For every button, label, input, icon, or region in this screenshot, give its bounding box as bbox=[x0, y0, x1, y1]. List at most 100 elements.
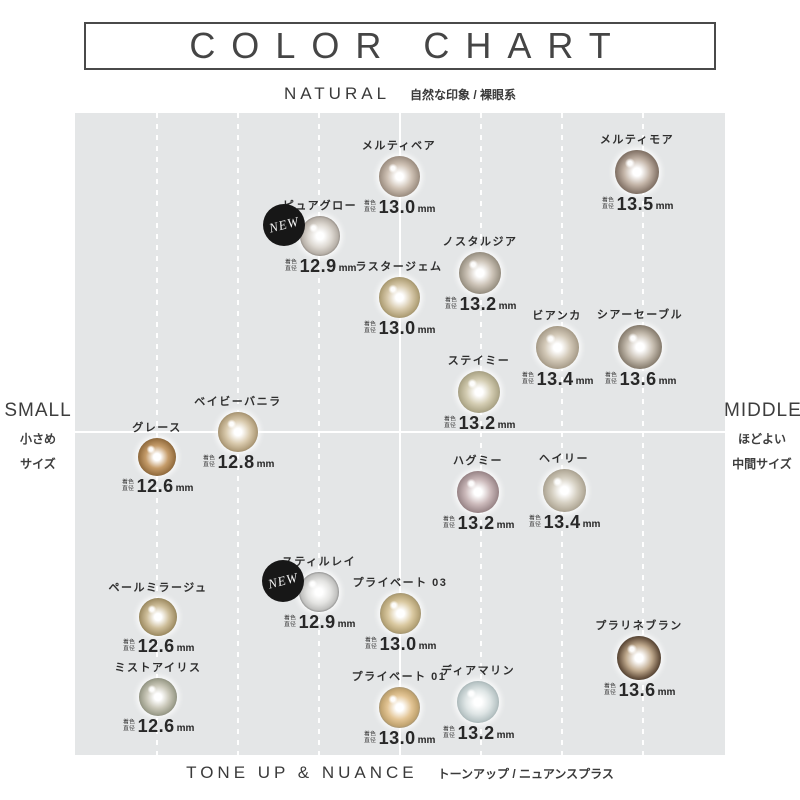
dia-unit: mm bbox=[498, 301, 517, 312]
dia-prefix-line1: 着色 bbox=[604, 372, 617, 379]
dia-prefix-line1: 着色 bbox=[603, 683, 616, 690]
lens-diameter: 着色 直径 13.2 mm bbox=[409, 414, 549, 432]
grid-line-center-horizontal bbox=[75, 431, 725, 433]
dia-prefix-line2: 直径 bbox=[521, 378, 534, 384]
dia-prefix-line1: 着色 bbox=[601, 197, 614, 204]
dia-unit: mm bbox=[175, 483, 194, 494]
dia-prefix: 着色 直径 bbox=[604, 683, 616, 696]
dia-prefix: 着色 直径 bbox=[529, 515, 541, 528]
lens-name: プライベート 01 bbox=[351, 670, 447, 683]
dia-prefix-line2: 直径 bbox=[363, 206, 376, 212]
axis-top-en: NATURAL bbox=[283, 84, 391, 103]
dia-value: 13.0 bbox=[379, 633, 417, 654]
dia-prefix-line2: 直径 bbox=[283, 621, 296, 628]
dia-prefix: 着色 直径 bbox=[443, 726, 455, 739]
dia-prefix: 着色 直径 bbox=[284, 615, 296, 628]
axis-bottom-ja: トーンアップ / ニュアンスプラス bbox=[437, 766, 614, 781]
lens-name: ノスタルジア bbox=[442, 236, 518, 248]
new-badge: NEW bbox=[263, 204, 305, 246]
lens-diameter: 着色 直径 13.0 mm bbox=[329, 729, 469, 747]
dia-value: 12.8 bbox=[217, 452, 255, 472]
dia-unit: mm bbox=[658, 376, 677, 387]
dia-prefix-line2: 直径 bbox=[601, 203, 614, 210]
dia-unit: mm bbox=[496, 730, 515, 741]
dia-prefix-line2: 直径 bbox=[444, 303, 457, 310]
lens-item: ペールミラージュ 着色 直径 12.6 mm bbox=[88, 562, 228, 678]
dia-prefix: 着色 直径 bbox=[445, 297, 457, 310]
axis-label-bottom: TONE UP & NUANCE トーンアップ / ニュアンスプラス bbox=[0, 763, 800, 783]
dia-unit: mm bbox=[176, 643, 195, 654]
lens-diameter: 着色 直径 12.6 mm bbox=[87, 477, 227, 495]
dia-prefix: 着色 直径 bbox=[364, 321, 376, 334]
axis-bottom-en: TONE UP & NUANCE bbox=[186, 763, 418, 782]
dia-prefix-line1: 着色 bbox=[284, 259, 297, 266]
lens-name: ビアンカ bbox=[532, 309, 582, 322]
lens-diameter: 着色 直径 13.4 mm bbox=[487, 370, 627, 388]
dia-unit: mm bbox=[655, 201, 674, 212]
dia-unit: mm bbox=[657, 687, 676, 698]
grid-line-dashed bbox=[318, 113, 320, 755]
lens-name: ベイビーバニラ bbox=[194, 396, 282, 408]
dia-value: 13.0 bbox=[378, 727, 416, 748]
dia-unit: mm bbox=[582, 518, 601, 530]
dia-prefix-line1: 着色 bbox=[443, 416, 456, 423]
lens-item: プラリネブラン 着色 直径 13.6 mm bbox=[569, 603, 709, 719]
lens-diameter: 着色 直径 13.0 mm bbox=[329, 319, 469, 337]
lens-item: メルティベア 着色 直径 13.0 mm bbox=[329, 121, 469, 237]
dia-prefix-line1: 着色 bbox=[363, 199, 376, 206]
lens-swatch bbox=[378, 686, 420, 728]
dia-unit: mm bbox=[497, 420, 516, 431]
lens-swatch bbox=[542, 468, 586, 512]
page-title: COLOR CHART bbox=[189, 25, 627, 66]
grid-line-dashed bbox=[156, 113, 158, 755]
dia-prefix-line1: 着色 bbox=[122, 639, 135, 646]
lens-diameter: 着色 直径 13.2 mm bbox=[408, 514, 548, 532]
lens-swatch bbox=[218, 412, 258, 452]
lens-diameter: 着色 直径 12.6 mm bbox=[88, 637, 228, 655]
dia-unit: mm bbox=[338, 263, 357, 274]
axis-right-en: MIDDLE bbox=[724, 400, 800, 421]
dia-prefix-line1: 着色 bbox=[121, 479, 134, 486]
chart-panel bbox=[75, 113, 725, 755]
dia-prefix-line2: 直径 bbox=[363, 327, 376, 333]
dia-prefix-line2: 直径 bbox=[363, 737, 376, 743]
dia-unit: mm bbox=[417, 324, 436, 336]
dia-prefix-line1: 着色 bbox=[521, 371, 534, 378]
axis-label-left: SMALL 小さめ サイズ bbox=[0, 400, 76, 472]
dia-unit: mm bbox=[337, 619, 356, 630]
lens-name: ピュアグロー bbox=[282, 200, 358, 212]
lens-item: プライベート 03 着色 直径 13.0 mm bbox=[330, 558, 470, 674]
dia-unit: mm bbox=[176, 723, 195, 734]
grid-line-dashed bbox=[480, 113, 482, 755]
dia-prefix-line2: 直径 bbox=[442, 522, 455, 529]
lens-name: メルティベア bbox=[361, 139, 437, 152]
lens-diameter: 着色 直径 13.4 mm bbox=[494, 513, 634, 531]
lens-swatch bbox=[139, 598, 177, 636]
lens-item: ベイビーバニラ 着色 直径 12.8 mm bbox=[168, 377, 308, 493]
lens-name: ステイミー bbox=[447, 355, 511, 367]
axis-right-ja2: 中間サイズ bbox=[732, 457, 792, 471]
lens-item: グレース 着色 直径 12.6 mm bbox=[87, 402, 227, 518]
dia-prefix-line2: 直径 bbox=[603, 689, 616, 696]
dia-prefix-line2: 直径 bbox=[284, 265, 297, 272]
dia-prefix-line1: 着色 bbox=[364, 636, 377, 643]
lens-diameter: 着色 直径 13.0 mm bbox=[330, 635, 470, 653]
dia-prefix-line2: 直径 bbox=[122, 645, 135, 652]
axis-left-en: SMALL bbox=[4, 400, 72, 421]
lens-item: ディアマリン 着色 直径 13.2 mm bbox=[408, 647, 548, 763]
lens-name: プラリネブラン bbox=[595, 620, 683, 632]
lens-item: ハグミー 着色 直径 13.2 mm bbox=[408, 437, 548, 553]
lens-swatch bbox=[138, 438, 176, 476]
lens-item: ノスタルジア 着色 直径 13.2 mm bbox=[410, 218, 550, 334]
dia-value: 13.2 bbox=[459, 294, 497, 314]
lens-swatch bbox=[378, 276, 420, 318]
axis-left-ja1: 小さめ bbox=[19, 432, 56, 446]
lens-swatch bbox=[139, 678, 177, 716]
new-badge-label: NEW bbox=[266, 569, 300, 592]
dia-value: 13.0 bbox=[378, 317, 416, 338]
dia-value: 12.9 bbox=[298, 612, 336, 632]
dia-prefix: 着色 直径 bbox=[444, 416, 456, 429]
dia-unit: mm bbox=[256, 459, 275, 470]
lens-diameter: 着色 直径 13.5 mm bbox=[567, 195, 707, 213]
dia-prefix: 着色 直径 bbox=[365, 637, 377, 650]
